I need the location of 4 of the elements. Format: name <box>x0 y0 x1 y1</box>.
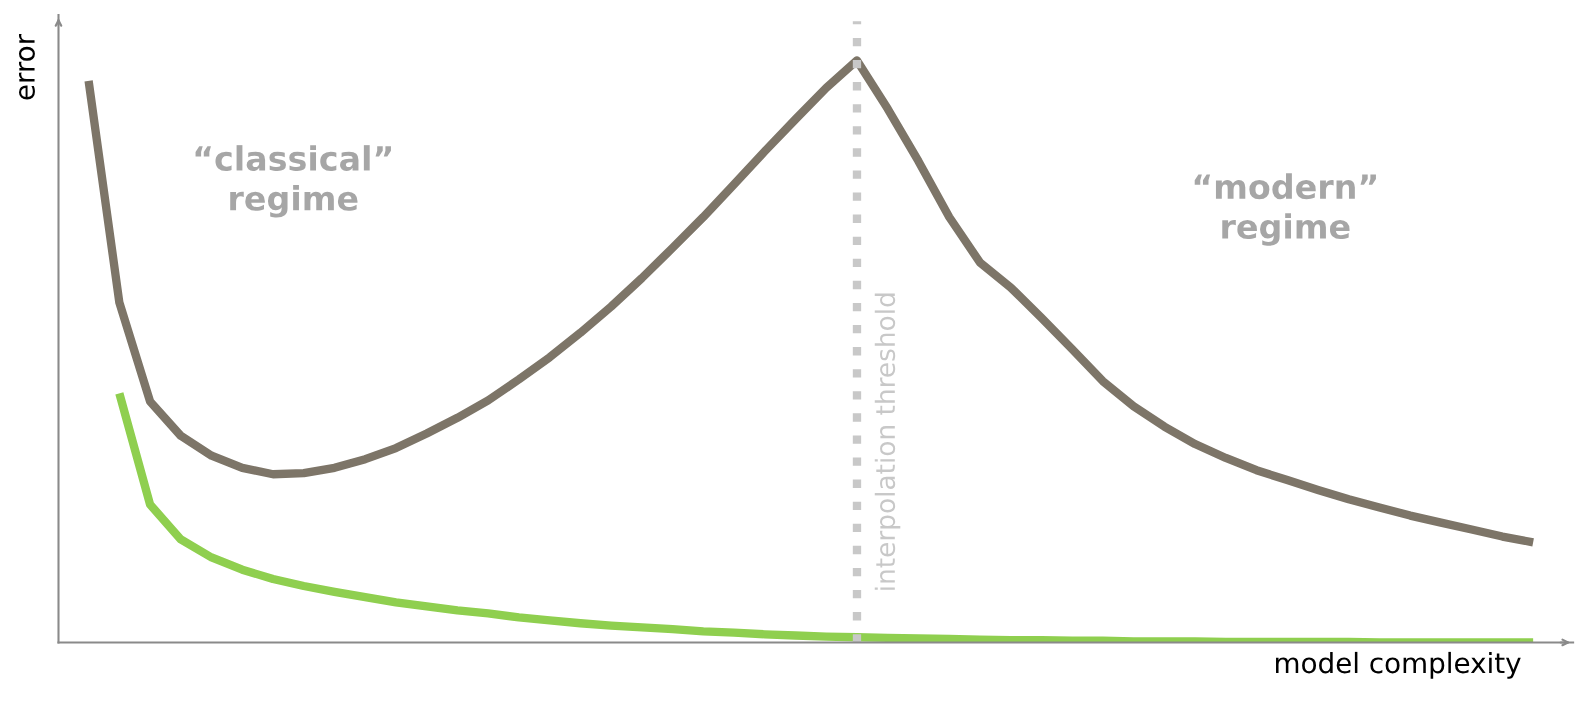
y-axis-title: error <box>18 33 35 100</box>
annotation: “modern” regime <box>1194 173 1376 246</box>
x-axis-title: model complexity <box>1276 651 1521 679</box>
annotation: “classical” regime <box>195 145 391 218</box>
